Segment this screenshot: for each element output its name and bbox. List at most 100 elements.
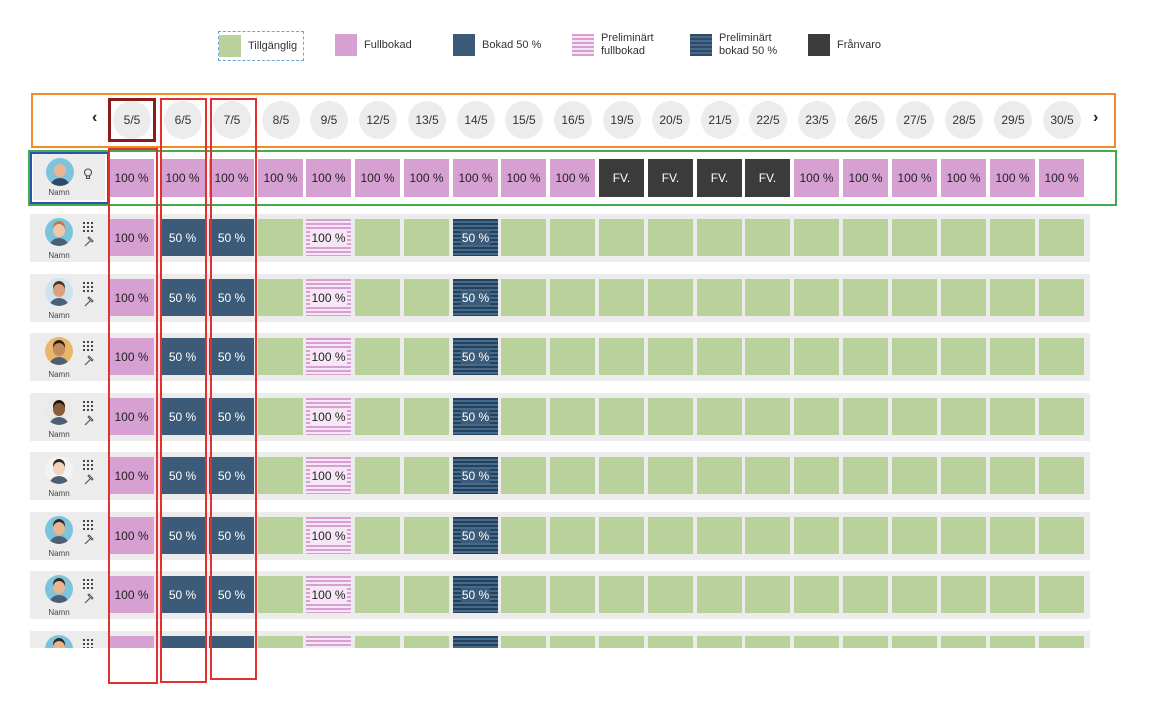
cell-avail[interactable] [745, 279, 790, 316]
cell-avail[interactable] [892, 636, 937, 648]
cell-avail[interactable] [501, 338, 546, 375]
cell-avail[interactable] [990, 457, 1035, 494]
cell-full[interactable]: 100 % [109, 576, 154, 613]
cell-half[interactable]: 50 % [209, 219, 254, 256]
cell-avail[interactable] [745, 398, 790, 435]
cell-avail[interactable] [941, 457, 986, 494]
cell-half[interactable]: 50 % [209, 398, 254, 435]
cell-avail[interactable] [258, 457, 303, 494]
cell-absent[interactable]: FV. [697, 159, 742, 197]
date-6-5[interactable]: 6/5 [164, 101, 202, 139]
cell-full[interactable]: 100 % [355, 159, 400, 197]
cell-avail[interactable] [550, 338, 595, 375]
cell-avail[interactable] [1039, 279, 1084, 316]
cell-half[interactable]: 50 % [209, 517, 254, 554]
cell-avail[interactable] [697, 457, 742, 494]
cell-avail[interactable] [794, 457, 839, 494]
cell-full[interactable]: 100 % [794, 159, 839, 197]
cell-half[interactable]: 50 % [209, 457, 254, 494]
cell-avail[interactable] [892, 219, 937, 256]
cell-avail[interactable] [843, 338, 888, 375]
cell-avail[interactable] [941, 576, 986, 613]
date-8-5[interactable]: 8/5 [262, 101, 300, 139]
date-29-5[interactable]: 29/5 [994, 101, 1032, 139]
cell-avail[interactable] [648, 219, 693, 256]
cell-half[interactable] [160, 636, 205, 648]
summary-person[interactable]: Namn [33, 154, 105, 200]
cell-full[interactable]: 100 % [109, 457, 154, 494]
cell-full[interactable]: 100 % [892, 159, 937, 197]
cell-avail[interactable] [794, 517, 839, 554]
date-5-5[interactable]: 5/5 [113, 101, 151, 139]
cell-avail[interactable] [941, 517, 986, 554]
person-info[interactable]: Namn [33, 514, 103, 560]
cell-avail[interactable] [794, 338, 839, 375]
date-20-5[interactable]: 20/5 [652, 101, 690, 139]
cell-avail[interactable] [550, 219, 595, 256]
cell-avail[interactable] [745, 338, 790, 375]
cell-avail[interactable] [941, 398, 986, 435]
person-info[interactable]: Namn [33, 216, 103, 262]
cell-avail[interactable] [258, 219, 303, 256]
cell-avail[interactable] [794, 219, 839, 256]
cell-avail[interactable] [941, 279, 986, 316]
person-info[interactable]: Namn [33, 395, 103, 441]
cell-absent[interactable]: FV. [599, 159, 644, 197]
cell-avail[interactable] [745, 517, 790, 554]
cell-avail[interactable] [648, 398, 693, 435]
cell-avail[interactable] [697, 517, 742, 554]
cell-avail[interactable] [648, 457, 693, 494]
cell-avail[interactable] [697, 279, 742, 316]
cell-avail[interactable] [892, 576, 937, 613]
date-21-5[interactable]: 21/5 [701, 101, 739, 139]
cell-pfull[interactable]: 100 % [306, 457, 351, 494]
cell-avail[interactable] [258, 636, 303, 648]
cell-full[interactable]: 100 % [109, 279, 154, 316]
cell-avail[interactable] [1039, 457, 1084, 494]
cell-phalf[interactable]: 50 % [453, 338, 498, 375]
cell-avail[interactable] [355, 398, 400, 435]
cell-avail[interactable] [941, 219, 986, 256]
cell-avail[interactable] [843, 398, 888, 435]
cell-avail[interactable] [501, 636, 546, 648]
cell-half[interactable]: 50 % [160, 338, 205, 375]
cell-phalf[interactable]: 50 % [453, 576, 498, 613]
cell-avail[interactable] [990, 576, 1035, 613]
cell-phalf[interactable]: 50 % [453, 279, 498, 316]
cell-pfull[interactable]: 100 % [306, 338, 351, 375]
cell-full[interactable]: 100 % [453, 159, 498, 197]
cell-avail[interactable] [1039, 636, 1084, 648]
cell-avail[interactable] [258, 517, 303, 554]
cell-full[interactable]: 100 % [941, 159, 986, 197]
cell-avail[interactable] [599, 576, 644, 613]
cell-avail[interactable] [990, 636, 1035, 648]
cell-avail[interactable] [258, 279, 303, 316]
cell-avail[interactable] [990, 219, 1035, 256]
cell-avail[interactable] [550, 398, 595, 435]
cell-avail[interactable] [794, 279, 839, 316]
cell-avail[interactable] [745, 576, 790, 613]
chevron-left-icon[interactable]: ‹ [92, 109, 98, 126]
cell-pfull[interactable]: 100 % [306, 279, 351, 316]
cell-avail[interactable] [501, 398, 546, 435]
cell-avail[interactable] [355, 338, 400, 375]
cell-avail[interactable] [941, 338, 986, 375]
cell-avail[interactable] [404, 517, 449, 554]
cell-avail[interactable] [501, 457, 546, 494]
cell-phalf[interactable]: 50 % [453, 398, 498, 435]
cell-avail[interactable] [892, 279, 937, 316]
cell-avail[interactable] [648, 279, 693, 316]
person-info[interactable]: Namn [33, 454, 103, 500]
cell-avail[interactable] [941, 636, 986, 648]
cell-avail[interactable] [843, 457, 888, 494]
cell-pfull[interactable]: 100 % [306, 576, 351, 613]
cell-full[interactable]: 100 % [109, 159, 154, 197]
cell-avail[interactable] [599, 636, 644, 648]
date-30-5[interactable]: 30/5 [1043, 101, 1081, 139]
cell-half[interactable] [209, 636, 254, 648]
person-info[interactable]: Namn [33, 573, 103, 619]
cell-full[interactable]: 100 % [109, 517, 154, 554]
date-23-5[interactable]: 23/5 [798, 101, 836, 139]
date-9-5[interactable]: 9/5 [310, 101, 348, 139]
cell-full[interactable]: 100 % [843, 159, 888, 197]
